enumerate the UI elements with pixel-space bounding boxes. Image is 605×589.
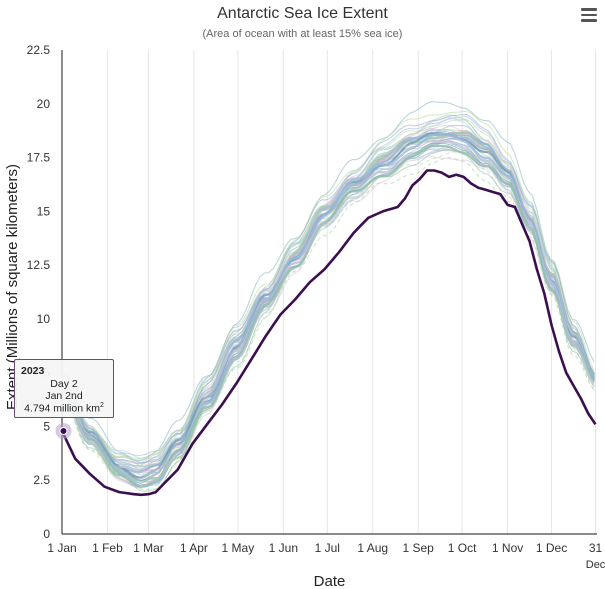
tooltip-date: Jan 2nd: [45, 390, 83, 402]
historical-year-line: [61, 132, 596, 488]
x-tick-label: 1 Nov: [492, 541, 523, 555]
x-tick-label: 31: [589, 541, 603, 555]
historical-year-line: [61, 128, 595, 465]
x-tick-label: 1 Feb: [92, 541, 123, 555]
x-tick-label: 1 Jan: [47, 541, 76, 555]
x-tick-label: 1 Aug: [357, 541, 388, 555]
x-tick-label: 1 Dec: [536, 541, 567, 555]
historical-year-line: [61, 113, 595, 464]
historical-year-line: [61, 116, 595, 457]
context-menu-button[interactable]: [581, 8, 597, 22]
historical-year-line: [61, 143, 595, 474]
historical-year-line: [61, 137, 595, 468]
y-tick-label: 22.5: [27, 43, 51, 57]
y-tick-label: 15: [37, 204, 51, 218]
y-tick-label: 2.5: [33, 473, 50, 487]
historical-year-line: [61, 144, 596, 488]
y-tick-label: 0: [43, 527, 50, 541]
y-tick-label: 10: [37, 312, 51, 326]
x-tick-label: 1 Oct: [448, 541, 477, 555]
tooltip-day: Day 2: [50, 378, 78, 390]
x-tick-label: 1 Mar: [133, 541, 164, 555]
y-tick-label: 12.5: [27, 258, 51, 272]
x-axis-title: Date: [314, 573, 346, 589]
x-tick-label: 1 May: [222, 541, 255, 555]
x-tick-label: 1 Sep: [402, 541, 434, 555]
historical-year-line: [61, 134, 595, 479]
hamburger-menu-icon: [581, 8, 597, 11]
x-tick-label: 1 Jun: [269, 541, 298, 555]
historical-years-lines: [61, 101, 596, 492]
hover-point[interactable]: [59, 426, 68, 435]
x-tick-label-month: Dec: [586, 559, 605, 571]
tick-labels: 1 Jan 1 Feb 1 Mar 1 Apr 1 May 1 Jun 1 Jul 1 Aug…: [27, 43, 605, 571]
historical-year-line: [61, 131, 595, 471]
historical-year-line: [61, 148, 595, 492]
x-tick-label: 1 Apr: [180, 541, 208, 555]
y-axis-title: Extent (Millions of square kilometers): [4, 164, 21, 410]
series-2023-line[interactable]: [60, 169, 597, 497]
historical-year-line: [61, 155, 595, 488]
x-tick-label: 1 Jul: [315, 541, 340, 555]
historical-year-line: [61, 101, 595, 462]
grid-lines: [61, 50, 597, 534]
y-tick-label: 17.5: [27, 151, 51, 165]
series-2023[interactable]: [55, 169, 597, 497]
chart-title: Antarctic Sea Ice Extent: [217, 5, 388, 22]
historical-year-line: [61, 114, 595, 467]
y-tick-label: 20: [37, 97, 51, 111]
tooltip-series-name: 2023: [21, 365, 45, 377]
tooltip-value: 4.794 million km2: [24, 402, 104, 415]
historical-year-line: [61, 133, 595, 467]
chart-subtitle: (Area of ocean with at least 15% sea ice…: [202, 28, 403, 40]
data-tooltip: 2023 Day 2 Jan 2nd 4.794 million km2: [14, 359, 114, 418]
y-tick-label: 5: [43, 419, 50, 433]
axes: [61, 50, 597, 535]
historical-year-line: [61, 110, 595, 461]
